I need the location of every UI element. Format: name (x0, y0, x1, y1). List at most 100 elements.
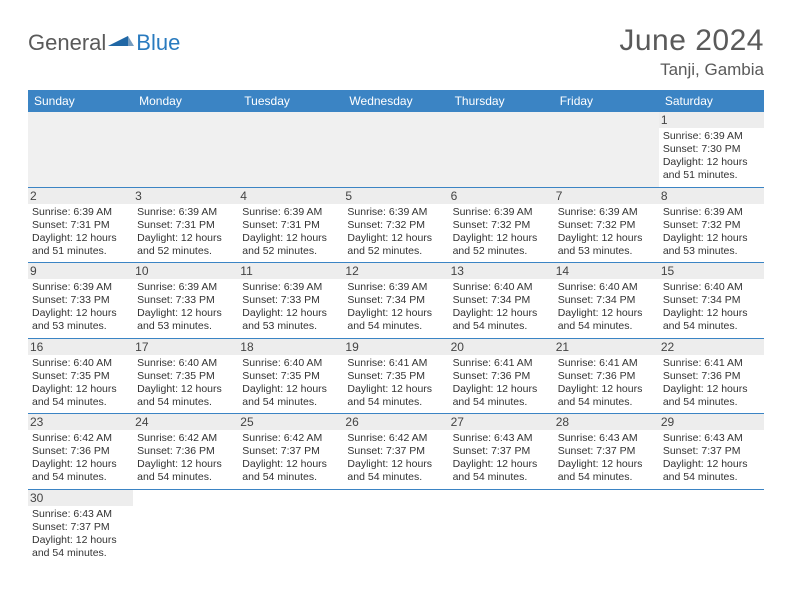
day-info-line: Sunset: 7:33 PM (32, 294, 129, 307)
day-info-line: Sunset: 7:34 PM (453, 294, 550, 307)
day-info-line: Sunset: 7:31 PM (242, 219, 339, 232)
day-info-line: Sunrise: 6:41 AM (453, 357, 550, 370)
calendar-week-row: 30 Sunrise: 6:43 AMSunset: 7:37 PMDayligh… (28, 489, 764, 564)
day-info-line: Sunset: 7:30 PM (663, 143, 760, 156)
day-info-line: Sunset: 7:33 PM (137, 294, 234, 307)
day-info-line: Sunrise: 6:42 AM (137, 432, 234, 445)
day-info: Sunrise: 6:43 AMSunset: 7:37 PMDaylight:… (32, 508, 129, 561)
day-info-line: Daylight: 12 hours (242, 383, 339, 396)
day-number: 30 (28, 490, 133, 506)
calendar-day-cell: 9Sunrise: 6:39 AMSunset: 7:33 PMDaylight… (28, 263, 133, 339)
calendar-day-cell: 17Sunrise: 6:40 AMSunset: 7:35 PMDayligh… (133, 338, 238, 414)
weekday-header: Sunday (28, 90, 133, 112)
weekday-header-row: Sunday Monday Tuesday Wednesday Thursday… (28, 90, 764, 112)
day-info-line: Daylight: 12 hours (242, 458, 339, 471)
day-info: Sunrise: 6:42 AMSunset: 7:37 PMDaylight:… (242, 432, 339, 485)
day-number: 10 (133, 263, 238, 279)
day-info: Sunrise: 6:41 AMSunset: 7:36 PMDaylight:… (453, 357, 550, 410)
calendar-day-cell: 7Sunrise: 6:39 AMSunset: 7:32 PMDaylight… (554, 187, 659, 263)
day-number: 23 (28, 414, 133, 430)
day-number: 8 (659, 188, 764, 204)
day-info-line: Sunrise: 6:39 AM (32, 281, 129, 294)
calendar-day-cell (133, 112, 238, 187)
day-number: 6 (449, 188, 554, 204)
calendar-day-cell: 3Sunrise: 6:39 AMSunset: 7:31 PMDaylight… (133, 187, 238, 263)
day-info-line: Sunset: 7:32 PM (453, 219, 550, 232)
calendar-week-row: 23Sunrise: 6:42 AMSunset: 7:36 PMDayligh… (28, 414, 764, 490)
day-info-line: and 54 minutes. (453, 471, 550, 484)
day-number: 24 (133, 414, 238, 430)
day-info-line: Sunset: 7:36 PM (453, 370, 550, 383)
day-info-line: Sunset: 7:35 PM (137, 370, 234, 383)
day-info-line: Daylight: 12 hours (137, 232, 234, 245)
day-info: Sunrise: 6:39 AMSunset: 7:30 PMDaylight:… (663, 130, 760, 183)
weekday-header: Wednesday (343, 90, 448, 112)
day-number: 26 (343, 414, 448, 430)
day-number: 27 (449, 414, 554, 430)
day-info-line: and 53 minutes. (663, 245, 760, 258)
day-info: Sunrise: 6:43 AMSunset: 7:37 PMDaylight:… (453, 432, 550, 485)
weekday-header: Tuesday (238, 90, 343, 112)
day-info-line: and 54 minutes. (663, 471, 760, 484)
day-info: Sunrise: 6:43 AMSunset: 7:37 PMDaylight:… (663, 432, 760, 485)
day-info-line: and 54 minutes. (453, 320, 550, 333)
calendar-day-cell: 5Sunrise: 6:39 AMSunset: 7:32 PMDaylight… (343, 187, 448, 263)
calendar-day-cell: 2Sunrise: 6:39 AMSunset: 7:31 PMDaylight… (28, 187, 133, 263)
day-number: 22 (659, 339, 764, 355)
calendar-day-cell (554, 489, 659, 564)
day-info: Sunrise: 6:39 AMSunset: 7:31 PMDaylight:… (242, 206, 339, 259)
calendar-week-row: 16Sunrise: 6:40 AMSunset: 7:35 PMDayligh… (28, 338, 764, 414)
calendar-day-cell: 23Sunrise: 6:42 AMSunset: 7:36 PMDayligh… (28, 414, 133, 490)
day-info-line: and 52 minutes. (137, 245, 234, 258)
calendar-day-cell: 8Sunrise: 6:39 AMSunset: 7:32 PMDaylight… (659, 187, 764, 263)
day-info-line: Daylight: 12 hours (32, 383, 129, 396)
day-info-line: Sunrise: 6:40 AM (558, 281, 655, 294)
day-info-line: Sunrise: 6:39 AM (663, 206, 760, 219)
day-info-line: Sunset: 7:32 PM (347, 219, 444, 232)
calendar-table: Sunday Monday Tuesday Wednesday Thursday… (28, 90, 764, 564)
calendar-day-cell (28, 112, 133, 187)
calendar-day-cell (659, 489, 764, 564)
calendar-day-cell (449, 489, 554, 564)
day-info-line: Sunrise: 6:39 AM (347, 206, 444, 219)
day-info-line: Daylight: 12 hours (558, 232, 655, 245)
day-info-line: Sunrise: 6:39 AM (242, 206, 339, 219)
day-info-line: Sunrise: 6:39 AM (453, 206, 550, 219)
calendar-day-cell: 15Sunrise: 6:40 AMSunset: 7:34 PMDayligh… (659, 263, 764, 339)
day-info: Sunrise: 6:40 AMSunset: 7:35 PMDaylight:… (32, 357, 129, 410)
day-info-line: Daylight: 12 hours (558, 307, 655, 320)
day-info-line: Daylight: 12 hours (663, 458, 760, 471)
day-info-line: Daylight: 12 hours (453, 307, 550, 320)
location: Tanji, Gambia (619, 60, 764, 80)
day-info-line: and 54 minutes. (137, 471, 234, 484)
day-info-line: and 51 minutes. (663, 169, 760, 182)
flag-icon (108, 32, 134, 55)
day-info-line: Sunrise: 6:40 AM (137, 357, 234, 370)
day-info-line: Sunrise: 6:39 AM (137, 206, 234, 219)
day-info-line: Daylight: 12 hours (453, 458, 550, 471)
day-info-line: and 54 minutes. (558, 396, 655, 409)
day-info-line: Sunset: 7:37 PM (453, 445, 550, 458)
calendar-day-cell: 24Sunrise: 6:42 AMSunset: 7:36 PMDayligh… (133, 414, 238, 490)
day-info: Sunrise: 6:39 AMSunset: 7:31 PMDaylight:… (137, 206, 234, 259)
weekday-header: Saturday (659, 90, 764, 112)
logo: General Blue (28, 30, 180, 56)
day-info-line: Daylight: 12 hours (32, 534, 129, 547)
day-info: Sunrise: 6:39 AMSunset: 7:31 PMDaylight:… (32, 206, 129, 259)
day-info-line: Sunrise: 6:43 AM (32, 508, 129, 521)
calendar-week-row: 9Sunrise: 6:39 AMSunset: 7:33 PMDaylight… (28, 263, 764, 339)
day-info-line: Sunrise: 6:41 AM (558, 357, 655, 370)
day-info: Sunrise: 6:42 AMSunset: 7:37 PMDaylight:… (347, 432, 444, 485)
weekday-header: Thursday (449, 90, 554, 112)
day-number: 13 (449, 263, 554, 279)
day-info: Sunrise: 6:39 AMSunset: 7:33 PMDaylight:… (242, 281, 339, 334)
calendar-day-cell: 27 Sunrise: 6:43 AMSunset: 7:37 PMDayligh… (449, 414, 554, 490)
weekday-header: Monday (133, 90, 238, 112)
day-info: Sunrise: 6:40 AMSunset: 7:35 PMDaylight:… (137, 357, 234, 410)
day-info-line: and 52 minutes. (242, 245, 339, 258)
day-info-line: Sunrise: 6:39 AM (558, 206, 655, 219)
day-info-line: Sunset: 7:34 PM (347, 294, 444, 307)
logo-text-general: General (28, 30, 106, 56)
calendar-day-cell: 18Sunrise: 6:40 AMSunset: 7:35 PMDayligh… (238, 338, 343, 414)
day-info-line: Sunrise: 6:39 AM (137, 281, 234, 294)
